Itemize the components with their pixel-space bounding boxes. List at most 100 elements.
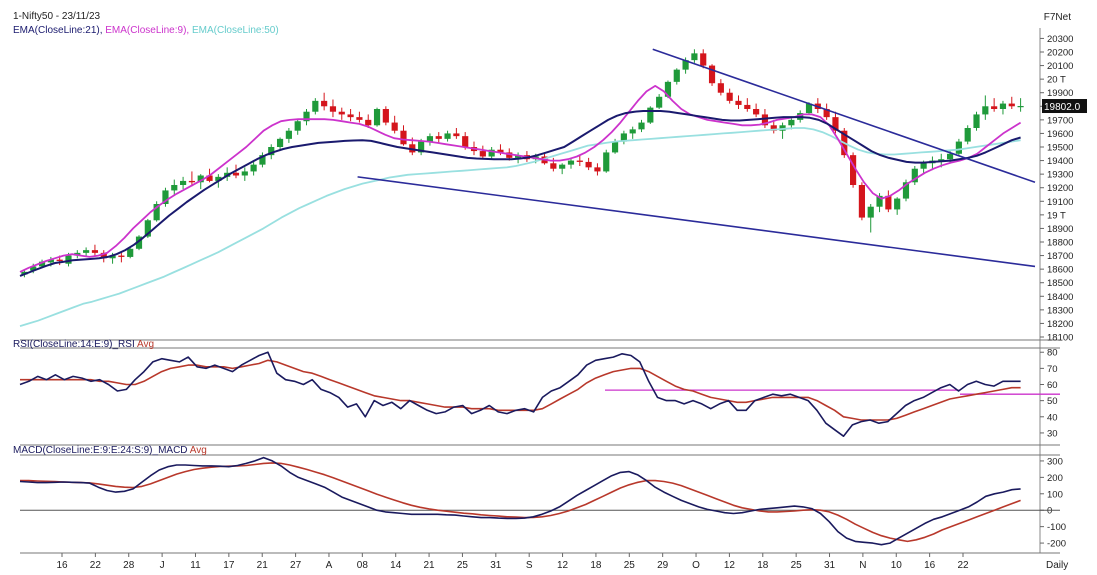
candle-body [347,114,354,118]
candle-body [506,152,513,158]
x-tick-label: 16 [56,560,68,571]
x-tick-label: 31 [824,560,836,571]
candle-body [365,119,372,126]
candle-body [550,163,557,169]
macd-legend: MACD(CloseLine:E:9:E:24:S:9)_MACD Avg [13,445,207,456]
candle-body [285,130,292,139]
candle-body [250,164,257,172]
last-price-label: 19802.0 [1044,102,1081,113]
candle-body [620,133,627,142]
x-tick-label: S [526,560,533,571]
x-tick-label: 18 [757,560,769,571]
candle-body [312,100,319,112]
candle-body [911,168,918,183]
rsi-tick-label: 60 [1047,380,1058,391]
candle-body [197,175,204,183]
candle-body [894,198,901,210]
candle-body [338,111,345,115]
candle-body [356,117,363,120]
candle-body [1017,106,1024,108]
x-tick-label: N [859,560,866,571]
rsi-tick-label: 70 [1047,364,1058,375]
candle-body [973,114,980,128]
rsi-line [19,351,1021,438]
candle-body [629,129,636,134]
x-tick-label: 25 [457,560,469,571]
ema50-line [19,127,1021,327]
candle-body [303,111,310,122]
rsi-tick-label: 30 [1047,428,1058,439]
x-axis: 16 22 28 J 11 17 21 27 A 08 14 21 25 31 S 12 18 25 29 O 12 18… [56,553,1068,571]
x-tick-label: 21 [257,560,269,571]
candle-body [462,136,469,147]
candle-body [611,141,619,153]
candle-body [382,109,389,123]
candle-body [30,266,37,271]
price-tick-label: 18200 [1047,319,1073,330]
candle-body [885,195,892,210]
candle-body [188,180,195,183]
candle-body [56,259,63,261]
ema21-legend: EMA(CloseLine:21), [13,25,103,36]
price-tick-label: 18500 [1047,278,1073,289]
rsi-tick-label: 80 [1047,348,1058,359]
candle-body [91,250,99,253]
candle-body [321,100,328,107]
candle-body [444,133,451,139]
candle-body [902,182,910,199]
ema9-legend: EMA(CloseLine:9), [105,25,190,36]
candle-body [206,175,213,181]
upper-trendline [652,48,1036,184]
x-tick-label: O [692,560,700,571]
candle-body [215,176,222,181]
candle-body [180,180,187,185]
rsi-panel: 80 70 60 50 40 30 [19,348,1060,439]
price-tick-label: 19300 [1047,170,1073,181]
candle-body [479,151,486,157]
candle-body [567,160,575,165]
x-tick-label: 14 [390,560,402,571]
candle-body [946,153,954,160]
macd-avg-line [20,462,1021,543]
candle-body [488,149,495,157]
candle-body [162,190,169,204]
candle-body [832,117,839,131]
candle-body [999,103,1007,109]
candle-body [435,136,442,139]
price-tick-label: 18300 [1047,305,1073,316]
candle-body [329,106,337,112]
ema50-legend: EMA(CloseLine:50) [191,25,279,36]
macd-legend-avg: Avg [189,445,207,456]
price-tick-label: 20200 [1047,48,1073,59]
ema9-line [19,85,1022,273]
price-tick-label: 19 T [1047,210,1066,221]
x-tick-label: 10 [891,560,903,571]
candle-body [823,109,830,118]
candle-body [867,206,874,218]
macd-line [19,456,1021,546]
candle-body [127,248,134,257]
symbol-title: 1-Nifty50 - 23/11/23 [13,11,101,22]
candle-body [717,83,724,93]
price-tick-label: 19600 [1047,129,1073,140]
candle-body [991,106,998,109]
candle-body [418,141,425,153]
candle-body [426,136,434,142]
last-price-tag [1042,99,1087,114]
macd-legend-main: MACD(CloseLine:E:9:E:24:S:9)_MACD [13,445,188,456]
x-tick-label: 31 [490,560,502,571]
candle-body [65,255,72,264]
candle-body [576,160,583,162]
candle-body [673,69,680,82]
x-tick-label: 29 [657,560,669,571]
x-tick-label: 22 [90,560,102,571]
candle-body [779,125,786,131]
candle-body [920,163,927,169]
candle-body [664,81,672,97]
candle-body [647,107,654,123]
macd-tick-label: 300 [1047,456,1063,467]
candle-body [726,92,733,101]
macd-panel: 300 200 100 0 -100 -200 [19,456,1066,550]
